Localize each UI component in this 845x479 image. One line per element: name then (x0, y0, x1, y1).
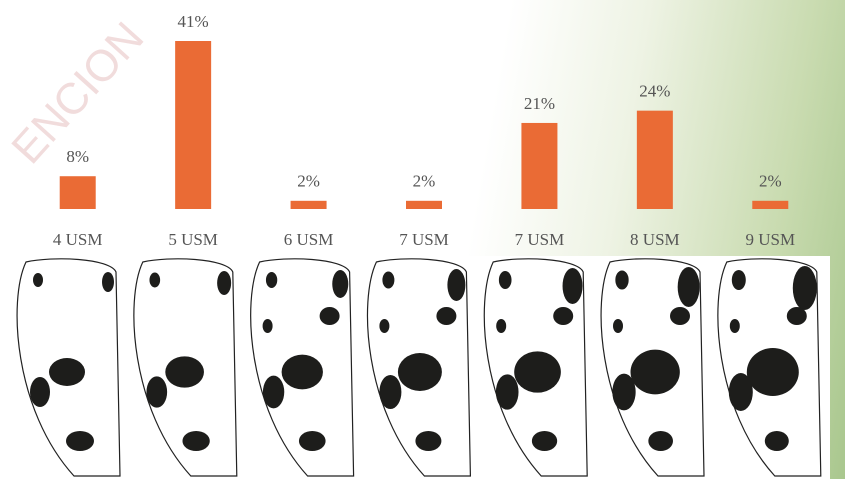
x-tick-label: 6 USM (284, 230, 334, 249)
seed-spot (562, 268, 583, 304)
value-label: 2% (413, 172, 436, 191)
seed-spot (729, 319, 740, 333)
seed-spot (262, 319, 273, 333)
seed-spot (146, 376, 168, 408)
x-tick-label: 7 USM (399, 230, 449, 249)
value-label: 24% (639, 82, 670, 101)
seed-spot (630, 349, 680, 395)
seed-spot (33, 273, 43, 287)
bar (406, 200, 442, 209)
seed-spot (764, 431, 789, 451)
seed-spot (165, 356, 204, 388)
value-label: 8% (66, 147, 89, 166)
seed-spot (66, 431, 94, 451)
seed-spot (447, 269, 466, 301)
seed-spot (30, 377, 50, 407)
seed-spot (514, 351, 561, 393)
seed-spot (613, 319, 623, 333)
x-tick-label: 4 USM (53, 230, 103, 249)
seed-spot (397, 353, 442, 391)
seed-spot (382, 271, 395, 289)
x-tick-label: 5 USM (168, 230, 218, 249)
seed-spot (553, 307, 574, 325)
seed-spot (265, 272, 278, 288)
seed-spot (149, 272, 161, 288)
x-tick-label: 7 USM (515, 230, 565, 249)
seed-spot (677, 267, 700, 307)
seed-spot (415, 431, 442, 451)
seed-spot (379, 375, 402, 409)
seed-spot (281, 354, 323, 390)
bar (175, 41, 212, 209)
value-label: 2% (297, 172, 320, 191)
x-tick-label: 9 USM (745, 230, 795, 249)
seed-spot (298, 431, 326, 451)
seed-spot (731, 270, 746, 290)
value-label: 21% (524, 94, 555, 113)
seed-spot (612, 373, 636, 411)
value-label: 41% (178, 12, 209, 31)
seed-spot (262, 375, 285, 409)
seed-spot (379, 319, 390, 333)
seed-images (16, 258, 822, 477)
bar (59, 176, 96, 209)
seed-spot (786, 307, 807, 325)
seed-spot (531, 431, 558, 451)
seed-spot (49, 358, 85, 386)
seed-spot (182, 431, 210, 451)
value-label: 2% (759, 172, 782, 191)
seed-spot (615, 270, 629, 290)
seed-spot (746, 348, 799, 396)
bar (290, 200, 327, 209)
seed-spot (792, 266, 817, 310)
seed-spot (648, 431, 674, 451)
x-tick-label: 8 USM (630, 230, 680, 249)
bar (752, 200, 789, 209)
seed-spot (319, 307, 340, 325)
seed-spot (498, 271, 512, 289)
bar (521, 122, 558, 209)
seed-spot (496, 319, 507, 333)
seed-spot (102, 272, 114, 292)
seed-spot (332, 270, 349, 298)
bar (636, 110, 673, 209)
seed-spot (217, 271, 232, 295)
seed-spot (495, 374, 519, 410)
seed-spot (436, 307, 457, 325)
seed-spot (670, 307, 690, 325)
seed-spot (728, 373, 753, 411)
